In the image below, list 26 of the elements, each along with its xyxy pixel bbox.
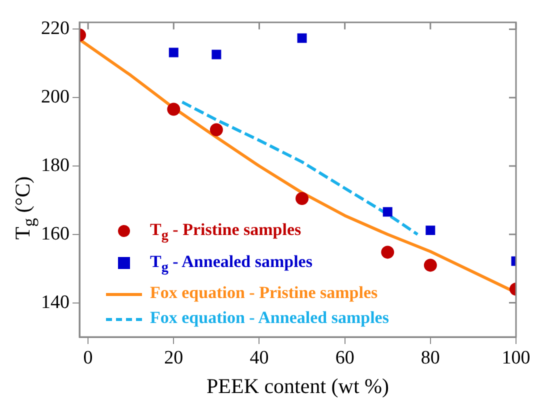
point (296, 192, 309, 206)
point (381, 246, 394, 259)
x-tick-label: 100 (502, 347, 530, 368)
x-tick-label: 60 (335, 347, 354, 368)
point (168, 48, 178, 58)
point (424, 258, 437, 272)
point (382, 207, 392, 217)
y-tick-label: 180 (41, 155, 70, 176)
y-tick-label: 140 (41, 292, 70, 313)
x-tick-label: 40 (250, 347, 269, 368)
x-tick-label: 0 (83, 347, 93, 368)
legend-label: Fox equation - Annealed samples (150, 308, 389, 327)
point (297, 33, 307, 43)
x-tick-label: 80 (420, 347, 440, 368)
point (426, 226, 436, 236)
y-tick-label: 160 (41, 223, 70, 244)
point (167, 102, 180, 116)
y-tick-label: 220 (41, 18, 70, 40)
legend-label: Fox equation - Pristine samples (150, 283, 378, 302)
point (212, 50, 222, 60)
x-tick-label: 20 (164, 347, 184, 368)
x-axis-title: PEEK content (wt %) (206, 374, 390, 398)
y-tick-label: 200 (41, 86, 70, 108)
point (210, 123, 223, 136)
legend-label: T$_{g}$ - Pristine samples (150, 220, 302, 244)
legend-label: T$_{g}$ - Annealed samples (150, 252, 312, 275)
